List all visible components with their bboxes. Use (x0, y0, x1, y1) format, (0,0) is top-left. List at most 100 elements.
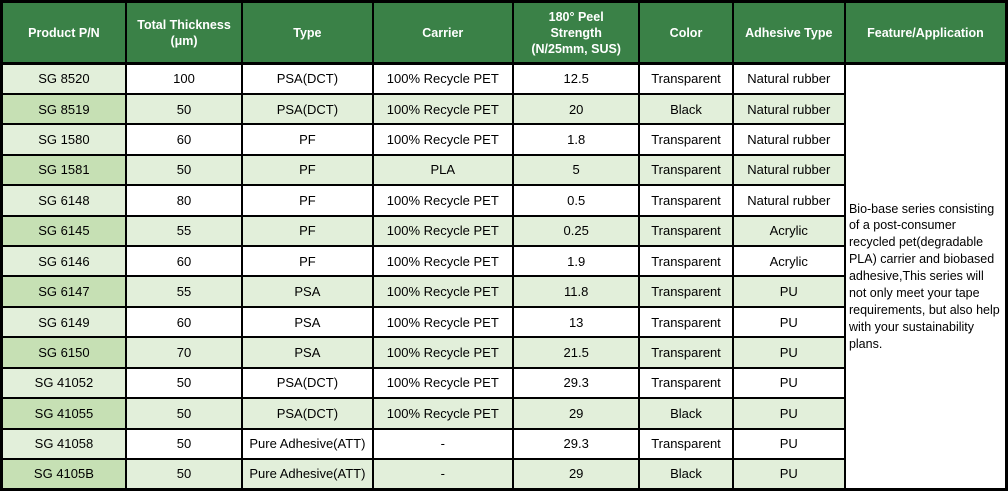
cell-adhesive: PU (731, 366, 846, 400)
cell-peel: 20 (511, 92, 641, 126)
cell-product-pn: SG 6145 (0, 214, 127, 248)
table-row: SG 4105B 50 Pure Adhesive(ATT) - 29 Blac… (0, 458, 1007, 491)
cell-type: Pure Adhesive(ATT) (241, 458, 374, 491)
cell-peel: 1.9 (511, 245, 641, 278)
cell-peel: 0.25 (511, 214, 641, 248)
cell-peel: 0.5 (511, 184, 641, 217)
table-row: SG 6147 55 PSA 100% Recycle PET 11.8 Tra… (0, 275, 1007, 308)
cell-peel: 13 (511, 305, 641, 339)
cell-adhesive: Acrylic (731, 245, 846, 278)
table-row: SG 41052 50 PSA(DCT) 100% Recycle PET 29… (0, 366, 1007, 400)
feature-application-cell: Bio-base series consisting of a post-con… (843, 62, 1008, 491)
cell-carrier: 100% Recycle PET (371, 275, 514, 308)
cell-type: PSA(DCT) (241, 92, 374, 126)
table-row: SG 6146 60 PF 100% Recycle PET 1.9 Trans… (0, 245, 1007, 278)
cell-peel: 5 (511, 153, 641, 187)
cell-adhesive: Natural rubber (731, 123, 846, 156)
cell-product-pn: SG 8519 (0, 92, 127, 126)
cell-carrier: 100% Recycle PET (371, 366, 514, 400)
cell-adhesive: PU (731, 458, 846, 491)
cell-product-pn: SG 41058 (0, 427, 127, 460)
cell-type: PSA(DCT) (241, 62, 374, 95)
cell-color: Transparent (638, 123, 734, 156)
cell-type: PF (241, 153, 374, 187)
header-adhesive-type: Adhesive Type (731, 0, 846, 65)
cell-thickness: 50 (124, 427, 244, 460)
header-feature-application: Feature/Application (843, 0, 1008, 65)
cell-product-pn: SG 4105B (0, 458, 127, 491)
cell-peel: 12.5 (511, 62, 641, 95)
cell-adhesive: PU (731, 397, 846, 430)
cell-carrier: 100% Recycle PET (371, 184, 514, 217)
cell-product-pn: SG 1580 (0, 123, 127, 156)
cell-carrier: 100% Recycle PET (371, 336, 514, 369)
cell-carrier: 100% Recycle PET (371, 92, 514, 126)
header-color: Color (638, 0, 734, 65)
cell-peel: 29.3 (511, 366, 641, 400)
cell-adhesive: Natural rubber (731, 92, 846, 126)
cell-color: Transparent (638, 336, 734, 369)
cell-color: Transparent (638, 275, 734, 308)
cell-color: Transparent (638, 62, 734, 95)
table-row: SG 6150 70 PSA 100% Recycle PET 21.5 Tra… (0, 336, 1007, 369)
cell-color: Transparent (638, 214, 734, 248)
cell-thickness: 80 (124, 184, 244, 217)
cell-product-pn: SG 6149 (0, 305, 127, 339)
cell-peel: 29 (511, 397, 641, 430)
cell-type: PSA (241, 305, 374, 339)
cell-adhesive: PU (731, 275, 846, 308)
table-row: SG 8519 50 PSA(DCT) 100% Recycle PET 20 … (0, 92, 1007, 126)
cell-product-pn: SG 8520 (0, 62, 127, 95)
cell-product-pn: SG 6146 (0, 245, 127, 278)
cell-thickness: 50 (124, 397, 244, 430)
cell-adhesive: PU (731, 305, 846, 339)
header-total-thickness: Total Thickness (μm) (124, 0, 244, 65)
cell-product-pn: SG 6148 (0, 184, 127, 217)
cell-carrier: PLA (371, 153, 514, 187)
cell-thickness: 100 (124, 62, 244, 95)
cell-thickness: 60 (124, 245, 244, 278)
cell-type: PF (241, 245, 374, 278)
cell-color: Transparent (638, 427, 734, 460)
cell-peel: 11.8 (511, 275, 641, 308)
cell-type: PSA(DCT) (241, 366, 374, 400)
cell-thickness: 70 (124, 336, 244, 369)
cell-product-pn: SG 6150 (0, 336, 127, 369)
cell-color: Black (638, 397, 734, 430)
cell-product-pn: SG 41052 (0, 366, 127, 400)
cell-type: PSA(DCT) (241, 397, 374, 430)
cell-color: Transparent (638, 305, 734, 339)
cell-carrier: 100% Recycle PET (371, 245, 514, 278)
cell-thickness: 50 (124, 366, 244, 400)
cell-carrier: - (371, 427, 514, 460)
cell-type: Pure Adhesive(ATT) (241, 427, 374, 460)
cell-type: PF (241, 123, 374, 156)
cell-peel: 1.8 (511, 123, 641, 156)
cell-peel: 29 (511, 458, 641, 491)
table-row: SG 41055 50 PSA(DCT) 100% Recycle PET 29… (0, 397, 1007, 430)
cell-thickness: 60 (124, 123, 244, 156)
table-row: SG 1580 60 PF 100% Recycle PET 1.8 Trans… (0, 123, 1007, 156)
cell-product-pn: SG 1581 (0, 153, 127, 187)
cell-type: PSA (241, 275, 374, 308)
cell-thickness: 55 (124, 214, 244, 248)
cell-color: Black (638, 458, 734, 491)
table-row: SG 6145 55 PF 100% Recycle PET 0.25 Tran… (0, 214, 1007, 248)
table-row: SG 6149 60 PSA 100% Recycle PET 13 Trans… (0, 305, 1007, 339)
header-type: Type (241, 0, 374, 65)
cell-type: PF (241, 214, 374, 248)
table-row: SG 6148 80 PF 100% Recycle PET 0.5 Trans… (0, 184, 1007, 217)
cell-color: Transparent (638, 184, 734, 217)
cell-product-pn: SG 41055 (0, 397, 127, 430)
cell-adhesive: Natural rubber (731, 153, 846, 187)
cell-carrier: 100% Recycle PET (371, 62, 514, 95)
cell-thickness: 55 (124, 275, 244, 308)
table-row: SG 8520 100 PSA(DCT) 100% Recycle PET 12… (0, 62, 1008, 491)
cell-color: Transparent (638, 245, 734, 278)
header-product-pn: Product P/N (0, 0, 127, 65)
cell-color: Transparent (638, 366, 734, 400)
cell-adhesive: Acrylic (731, 214, 846, 248)
cell-thickness: 60 (124, 305, 244, 339)
